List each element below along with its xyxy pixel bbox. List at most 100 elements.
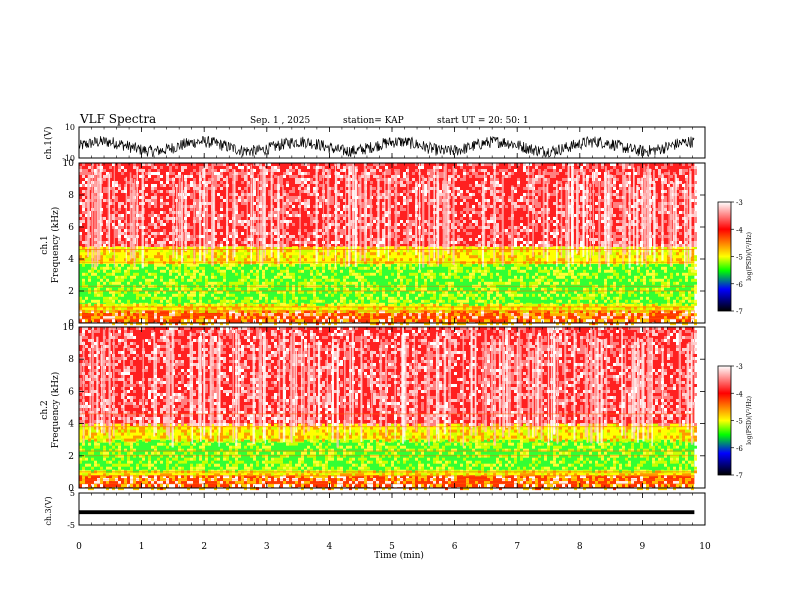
ch1-spectrogram-cell	[190, 306, 193, 310]
ch1-spectrogram-cell	[205, 316, 208, 320]
ch1-spectrogram-cell	[223, 178, 226, 181]
ch1-spectrogram-cell	[244, 178, 247, 181]
ch1-spectrogram-cell	[241, 261, 244, 265]
ch1-spectrogram-cell	[649, 266, 652, 270]
ch1-spectrogram-cell	[463, 263, 466, 267]
ch1-spectrogram-cell	[196, 302, 199, 306]
ch1-spectrogram-cell	[346, 322, 349, 326]
ch1-spectrogram-cell	[484, 255, 487, 259]
ch1-spectrogram-cell	[193, 281, 196, 285]
ch1-spectrogram-cell	[157, 175, 160, 178]
ch1-spectrogram-cell	[481, 181, 484, 184]
ch1-spectrogram-cell	[373, 169, 376, 172]
ch1-spectrogram-cell	[91, 299, 94, 303]
ch1-spectrogram-cell	[301, 178, 304, 181]
ch1-spectrogram-cell	[514, 169, 517, 172]
ch1-spectrogram-cell	[640, 269, 643, 273]
ch1-spectrogram-cell	[433, 322, 436, 326]
ch1-spectrogram-cell	[385, 255, 388, 259]
ch1-spectrogram-cell	[523, 263, 526, 267]
ch1-spectrogram-cell	[169, 249, 172, 253]
ch1-spectrogram-cell	[448, 269, 451, 273]
ch1-spectrogram-cell	[499, 303, 502, 307]
ch1-spectrogram-cell	[148, 278, 151, 282]
ch1-spectrogram-cell	[247, 290, 250, 294]
ch1-spectrogram-cell	[523, 199, 526, 202]
ch1-spectrogram-cell	[622, 275, 625, 279]
ch1-spectrogram-cell	[562, 163, 565, 166]
ch1-spectrogram-cell	[238, 252, 241, 256]
ch1-spectrogram-cell	[661, 296, 664, 300]
ch1-spectrogram-cell	[286, 205, 289, 208]
ch1-spectrogram-cell	[106, 287, 109, 291]
ch1-spectrogram-cell	[460, 278, 463, 282]
ch1-spectrogram-cell	[151, 196, 154, 199]
ch1-spectrogram-cell	[667, 322, 670, 326]
ch1-spectrogram-cell	[307, 172, 310, 175]
ch1-spectrogram-cell	[538, 190, 541, 193]
ch1-spectrogram-cell	[127, 169, 130, 172]
ch1-spectrogram-cell	[313, 166, 316, 169]
ch1-spectrogram-cell	[568, 322, 571, 326]
ch1-spectrogram-cell	[319, 252, 322, 256]
ch1-spectrogram-cell	[601, 287, 604, 291]
ch1-spectrogram-cell	[538, 172, 541, 175]
ch1-spectrogram-cell	[154, 178, 157, 181]
ch1-spectrogram-cell	[190, 303, 193, 307]
ch1-spectrogram-cell	[184, 322, 187, 326]
ch1-spectrogram-cell	[484, 306, 487, 310]
ch1-spectrogram-cell	[664, 172, 667, 175]
ch1-spectrogram-cell	[433, 303, 436, 307]
ch1-spectrogram-cell	[379, 163, 382, 166]
ch1-spectrogram-cell	[292, 293, 295, 297]
ch1-spectrogram-cell	[448, 263, 451, 267]
ch1-spectrogram-cell	[400, 178, 403, 181]
ch1-spectrogram-cell	[202, 316, 205, 320]
ch1-spectrogram-cell	[499, 249, 502, 253]
ch1-spectrogram-cell	[502, 302, 505, 306]
ch1-spectrogram-cell	[292, 272, 295, 276]
ch1-spectrogram-cell	[286, 199, 289, 202]
ch1-spectrogram-cell	[442, 290, 445, 294]
ch1-spectrogram-cell	[178, 246, 181, 250]
ch1-spectrogram-cell	[502, 296, 505, 300]
ch1-spectrogram-cell	[628, 275, 631, 279]
ch1-spectrogram-cell	[109, 263, 112, 267]
ch1-spectrogram-cell	[460, 322, 463, 326]
ch1-spectrogram-cell	[127, 266, 130, 270]
ch1-spectrogram-cell	[304, 205, 307, 208]
ch1-spectrogram-cell	[208, 202, 211, 205]
ch1-spectrogram-cell	[601, 306, 604, 310]
ch1-spectrogram-cell	[679, 293, 682, 297]
ch1-spectrogram-cell	[208, 261, 211, 265]
ch1-spectrogram-cell	[397, 322, 400, 326]
ch1-spectrogram-cell	[202, 306, 205, 310]
ch1-spectrogram-cell	[220, 290, 223, 294]
ch1-spectrogram-cell	[316, 302, 319, 306]
ch1-spectrogram-cell	[262, 249, 265, 253]
ch1-spectrogram-cell	[169, 316, 172, 320]
ch1-spectrogram-cell	[220, 261, 223, 265]
ch1-spectrogram-cell	[559, 302, 562, 306]
ch1-spectrogram-cell	[313, 290, 316, 294]
ch1-spectrogram-cell	[484, 278, 487, 282]
ch1-spectrogram-cell	[187, 193, 190, 196]
ch1-spectrogram-cell	[526, 261, 529, 265]
ch1-spectrogram-cell	[361, 193, 364, 196]
ch1-spectrogram-cell	[520, 293, 523, 297]
ch1-spectrogram-cell	[670, 272, 673, 276]
ch1-spectrogram-cell	[685, 310, 688, 314]
ch1-spectrogram-cell	[619, 296, 622, 300]
ch1-spectrogram-cell	[211, 322, 214, 326]
ch1-spectrogram-cell	[184, 290, 187, 294]
ch1-spectrogram-cell	[529, 178, 532, 181]
ch1-spectrogram-cell	[130, 199, 133, 202]
ch1-spectrogram-cell	[559, 275, 562, 279]
ch1-spectrogram-cell	[85, 178, 88, 181]
ch1-spectrogram-cell	[427, 322, 430, 326]
ch1-spectrogram-cell	[382, 293, 385, 297]
ch1-spectrogram-cell	[526, 193, 529, 196]
ch1-spectrogram-cell	[169, 166, 172, 169]
figure-title: VLF Spectra	[79, 112, 156, 126]
ch1-spectrogram-cell	[82, 172, 85, 175]
